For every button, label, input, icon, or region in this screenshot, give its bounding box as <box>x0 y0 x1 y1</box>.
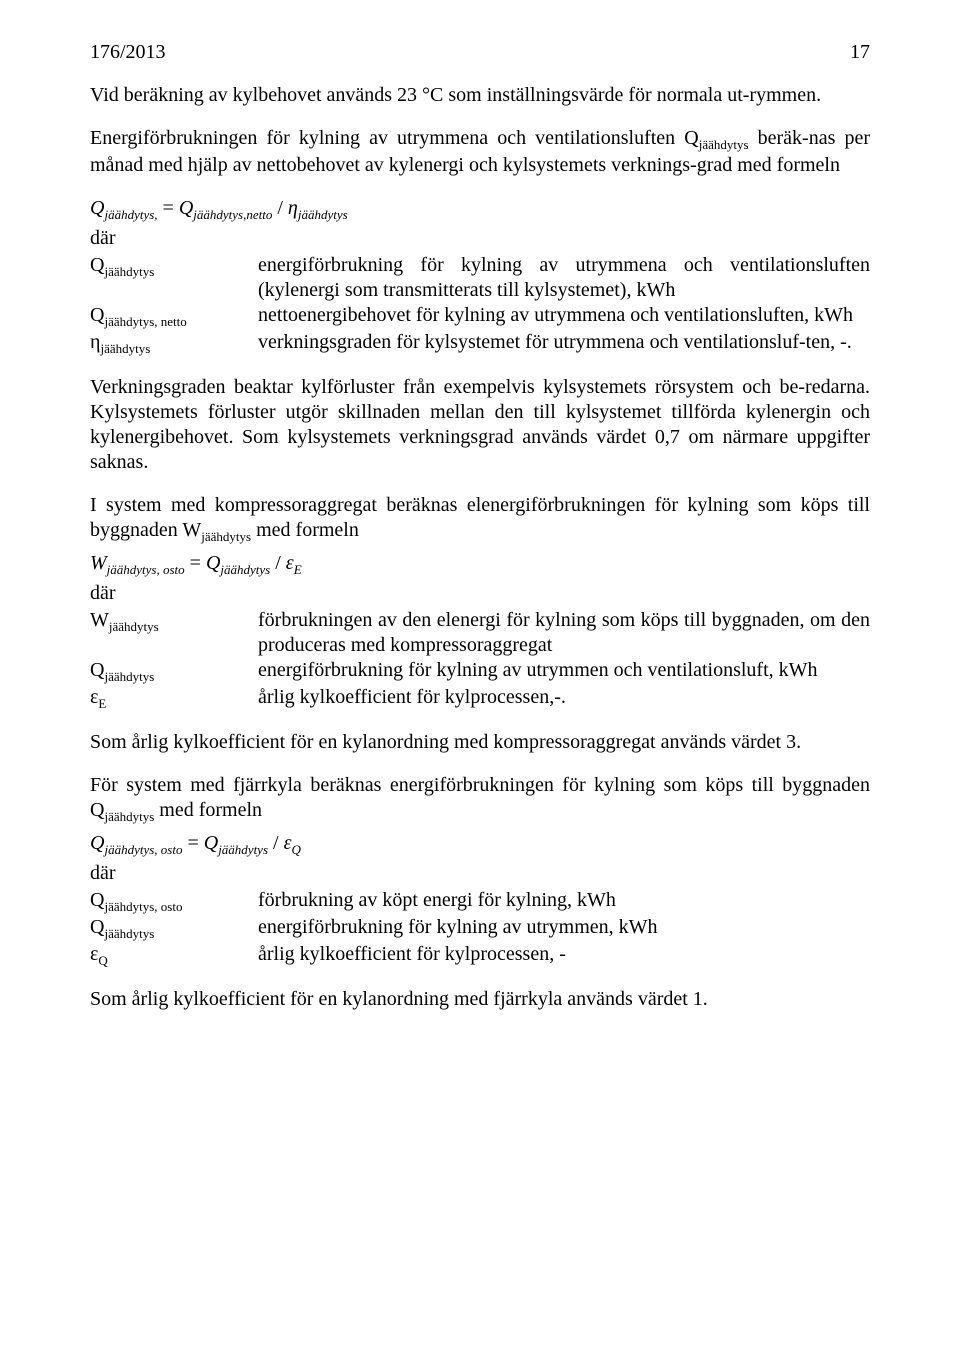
def-term-sub: Q <box>98 953 107 968</box>
page: 176/2013 17 Vid beräkning av kylbehovet … <box>0 0 960 1052</box>
where-2: där <box>90 581 870 606</box>
f2-s2: jäähdytys <box>220 562 270 577</box>
def-term-base: Q <box>90 889 104 911</box>
f1-s1: jäähdytys, <box>104 207 157 222</box>
def-row: Qjäähdytys, osto förbrukning av köpt ene… <box>90 888 658 915</box>
f3-s3: Q <box>291 842 300 857</box>
def-desc: energiförbrukning för kylning av utrymme… <box>258 658 870 685</box>
where-1: där <box>90 226 870 251</box>
def-term: Wjäähdytys <box>90 608 258 658</box>
p4-sub: jäähdytys <box>201 529 251 544</box>
def-term: Qjäähdytys <box>90 915 258 942</box>
f1-Q1: Q <box>90 197 104 219</box>
formula-1: Qjäähdytys, = Qjäähdytys,netto / ηjäähdy… <box>90 196 870 223</box>
def-term-sub: E <box>98 696 106 711</box>
def-term-base: η <box>90 331 100 353</box>
f1-slash: / <box>272 197 288 219</box>
paragraph-5: Som årlig kylkoefficient för en kylanord… <box>90 730 870 755</box>
def-desc: energiförbrukning för kylning av utrymme… <box>258 915 658 942</box>
def-desc: energiförbrukning för kylning av utrymme… <box>258 253 870 303</box>
def-term-sub: jäähdytys, osto <box>104 899 182 914</box>
f1-eq: = <box>158 197 179 219</box>
f2-slash: / <box>270 552 286 574</box>
def-row: ηjäähdytys verkningsgraden för kylsystem… <box>90 330 870 357</box>
paragraph-4: I system med kompressoraggregat beräknas… <box>90 493 870 545</box>
f1-s2: jäähdytys,netto <box>193 207 272 222</box>
def-desc: förbrukningen av den elenergi för kylnin… <box>258 608 870 658</box>
paragraph-7: Som årlig kylkoefficient för en kylanord… <box>90 987 870 1012</box>
def-term: εE <box>90 685 258 712</box>
f3-Q2: Q <box>204 832 218 854</box>
paragraph-2: Energiförbrukningen för kylning av utrym… <box>90 126 870 178</box>
def-term: Qjäähdytys <box>90 658 258 685</box>
where-3: där <box>90 861 870 886</box>
def-term: Qjäähdytys <box>90 253 258 303</box>
f1-s3: jäähdytys <box>298 207 348 222</box>
page-header: 176/2013 17 <box>90 40 870 65</box>
def-desc: årlig kylkoefficient för kylprocessen, - <box>258 942 658 969</box>
p4-text-b: med formeln <box>251 519 359 541</box>
p6-text-b: med formeln <box>154 799 262 821</box>
def-desc: förbrukning av köpt energi för kylning, … <box>258 888 658 915</box>
f3-eq: = <box>182 832 203 854</box>
f2-Q: Q <box>206 552 220 574</box>
def-row: εQ årlig kylkoefficient för kylprocessen… <box>90 942 658 969</box>
page-number: 17 <box>850 40 870 65</box>
doc-number: 176/2013 <box>90 40 166 65</box>
def-term-sub: jäähdytys, netto <box>104 314 186 329</box>
def-term: εQ <box>90 942 258 969</box>
formula-2: Wjäähdytys, osto = Qjäähdytys / εE <box>90 551 870 578</box>
definitions-3: Qjäähdytys, osto förbrukning av köpt ene… <box>90 888 658 970</box>
def-row: Qjäähdytys energiförbrukning för kylning… <box>90 915 658 942</box>
def-term: Qjäähdytys, osto <box>90 888 258 915</box>
f1-Q2: Q <box>179 197 193 219</box>
def-row: Qjäähdytys, netto nettoenergibehovet för… <box>90 303 870 330</box>
definitions-2: Wjäähdytys förbrukningen av den elenergi… <box>90 608 870 713</box>
def-term-sub: jäähdytys <box>104 926 154 941</box>
p6-sub: jäähdytys <box>104 809 154 824</box>
f2-eq: = <box>185 552 206 574</box>
paragraph-3: Verkningsgraden beaktar kylförluster frå… <box>90 375 870 475</box>
def-term-sub: jäähdytys <box>100 341 150 356</box>
paragraph-6: För system med fjärrkyla beräknas energi… <box>90 773 870 825</box>
def-term-base: Q <box>90 659 104 681</box>
def-desc: nettoenergibehovet för kylning av utrymm… <box>258 303 870 330</box>
f2-s1: jäähdytys, osto <box>107 562 185 577</box>
def-desc: årlig kylkoefficient för kylprocessen,-. <box>258 685 870 712</box>
def-row: Qjäähdytys energiförbrukning för kylning… <box>90 253 870 303</box>
def-term-base: Q <box>90 916 104 938</box>
definitions-1: Qjäähdytys energiförbrukning för kylning… <box>90 253 870 358</box>
def-term-base: Q <box>90 304 104 326</box>
def-term-base: W <box>90 609 109 631</box>
f2-s3: E <box>294 562 302 577</box>
f3-s1: jäähdytys, osto <box>104 842 182 857</box>
formula-3: Qjäähdytys, osto = Qjäähdytys / εQ <box>90 831 870 858</box>
p2-sub: jäähdytys <box>699 137 749 152</box>
f1-eta: η <box>288 197 298 219</box>
def-term: Qjäähdytys, netto <box>90 303 258 330</box>
p2-text-a: Energiförbrukningen för kylning av utrym… <box>90 127 699 149</box>
f3-Q1: Q <box>90 832 104 854</box>
paragraph-1: Vid beräkning av kylbehovet används 23 °… <box>90 83 870 108</box>
def-term-sub: jäähdytys <box>104 264 154 279</box>
f2-eps: ε <box>286 552 294 574</box>
f3-s2: jäähdytys <box>218 842 268 857</box>
def-term: ηjäähdytys <box>90 330 258 357</box>
f2-W: W <box>90 552 107 574</box>
def-row: εE årlig kylkoefficient för kylprocessen… <box>90 685 870 712</box>
def-term-sub: jäähdytys <box>104 669 154 684</box>
def-term-sub: jäähdytys <box>109 619 159 634</box>
def-row: Wjäähdytys förbrukningen av den elenergi… <box>90 608 870 658</box>
f3-slash: / <box>268 832 284 854</box>
def-row: Qjäähdytys energiförbrukning för kylning… <box>90 658 870 685</box>
def-desc: verkningsgraden för kylsystemet för utry… <box>258 330 870 357</box>
def-term-base: Q <box>90 254 104 276</box>
